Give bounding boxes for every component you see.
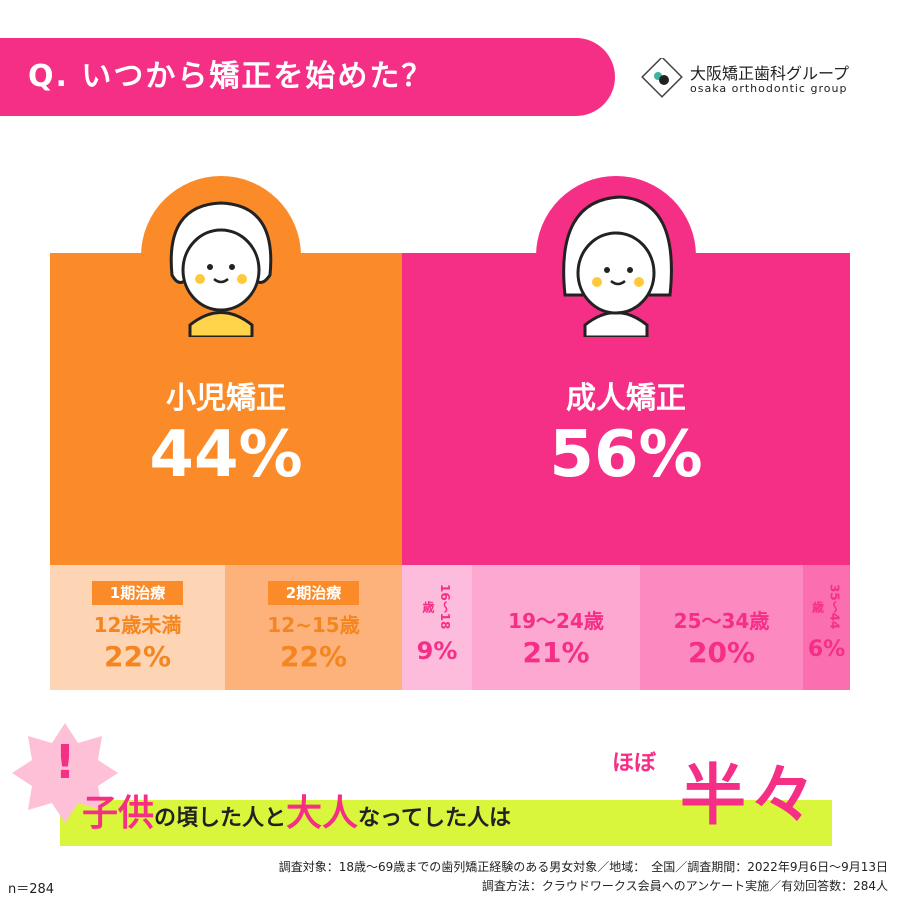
segment: 25〜34歳 20% xyxy=(640,565,803,690)
avatar-adult xyxy=(536,176,696,337)
segment-percent: 22% xyxy=(103,640,172,673)
segment-percent: 6% xyxy=(807,637,846,662)
segment-percent: 20% xyxy=(687,636,756,669)
segment: 16〜18歳 9% xyxy=(402,565,472,690)
segment-label: 19〜24歳 xyxy=(508,609,604,633)
banner-big: 半々 xyxy=(680,757,820,834)
segment-label: 35〜44歳 xyxy=(810,584,842,630)
segment-tag: 1期治療 xyxy=(91,581,184,605)
segment-label: 25〜34歳 xyxy=(673,609,770,633)
logo-icon xyxy=(641,58,683,98)
sample-size: n＝284 xyxy=(8,882,55,897)
logo-name: 大阪矯正歯科グループ xyxy=(690,64,850,83)
segment-percent: 22% xyxy=(279,640,348,673)
group-percent: 44% xyxy=(149,418,303,492)
segment-percent: 9% xyxy=(416,637,458,665)
group-percent: 56% xyxy=(549,418,703,492)
banner-small: ほぼ xyxy=(612,751,657,776)
text: なってした人は xyxy=(358,806,511,831)
segment: 2期治療 12~15歳 22% xyxy=(225,565,402,690)
segment-tag: 2期治療 xyxy=(267,581,360,605)
emph: 子供 xyxy=(82,793,155,834)
segment-percent: 21% xyxy=(522,636,590,669)
text: の頃した人と xyxy=(154,806,287,831)
exclaim-badge xyxy=(12,723,118,823)
segment-label: 12歳未満 xyxy=(93,613,182,637)
footnote: 調査対象：18歳〜69歳までの歯列矯正経験のある男女対象／地域： 全国／調査期間… xyxy=(278,860,888,874)
segment-label: 12~15歳 xyxy=(267,613,360,637)
footnote: 調査方法：クラウドワークス会員へのアンケート実施／有効回答数：284人 xyxy=(481,879,888,893)
segment: 1期治療 12歳未満 22% xyxy=(50,565,225,690)
logo-sub: osaka orthodontic group xyxy=(690,82,848,95)
avatar-child xyxy=(141,176,301,337)
segment: 35〜44歳 6% xyxy=(803,565,850,690)
segment: 19〜24歳 21% xyxy=(472,565,640,690)
group-label: 成人矯正 xyxy=(566,381,686,416)
exclaim: ! xyxy=(54,735,76,789)
segment-label: 16〜18歳 xyxy=(421,584,452,630)
logo: 大阪矯正歯科グループ osaka orthodontic group xyxy=(640,58,890,98)
title: Q. いつから矯正を始めた？ xyxy=(0,38,615,116)
group-label: 小児矯正 xyxy=(166,381,286,416)
emph: 大人 xyxy=(286,793,359,834)
banner-bar xyxy=(60,800,832,846)
banner-text: 子供の頃した人と大人なってした人は xyxy=(82,784,511,836)
